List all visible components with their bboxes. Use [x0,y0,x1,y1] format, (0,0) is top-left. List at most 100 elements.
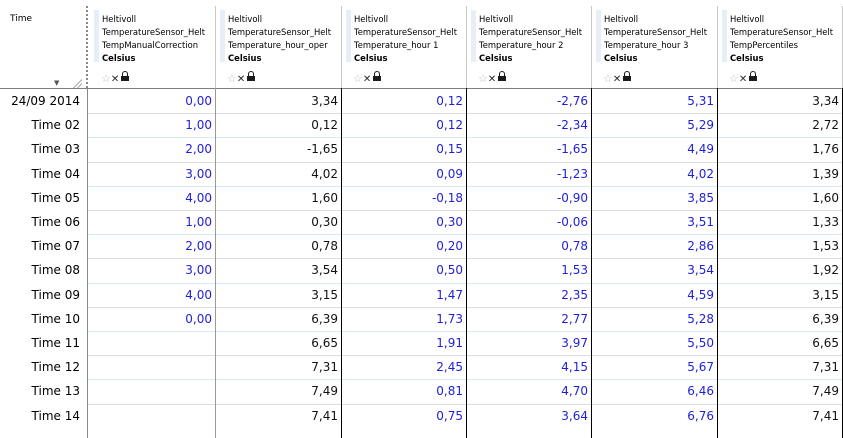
value-cell[interactable]: 1,60 [311,190,338,205]
column-header-4[interactable]: Heltivoll TemperatureSensor_Helt Temperatu… [467,6,592,88]
value-cell[interactable]: 1,92 [812,263,839,278]
value-cell[interactable]: 1,00 [185,118,212,133]
favorite-star-icon[interactable]: ☆ [478,72,488,85]
value-cell[interactable]: -1,65 [306,142,338,157]
value-cell[interactable]: 0,12 [436,118,463,133]
value-cell[interactable]: 4,00 [185,190,212,205]
value-cell[interactable]: 5,29 [687,118,714,133]
column-header-6[interactable]: Heltivoll TemperatureSensor_Helt TempPerce… [718,6,843,88]
value-cell[interactable]: 3,85 [687,190,714,205]
value-cell[interactable]: 4,02 [687,166,714,181]
value-cell[interactable]: -2,76 [556,94,588,108]
value-cell[interactable]: 6,76 [687,408,714,423]
value-cell[interactable]: 3,34 [311,94,338,108]
edit-tools-icon[interactable]: ✕ [362,74,372,85]
row-time-label[interactable]: 24/09 2014 [11,94,80,108]
value-cell[interactable]: 5,50 [687,336,714,350]
value-cell[interactable]: 2,00 [185,142,212,157]
value-cell[interactable]: 0,12 [311,118,338,133]
row-time-label[interactable]: Time 10 [31,311,80,326]
edit-tools-icon[interactable]: ✕ [110,74,120,85]
value-cell[interactable] [90,355,216,379]
value-cell[interactable]: 3,00 [185,166,212,181]
value-cell[interactable]: 5,67 [687,360,714,375]
time-column-header[interactable]: Time ▼ [0,6,88,88]
value-cell[interactable]: 2,86 [687,239,714,254]
value-cell[interactable]: 3,15 [311,287,338,302]
value-cell[interactable]: 1,39 [812,166,839,181]
favorite-star-icon[interactable]: ☆ [227,72,237,85]
value-cell[interactable]: 3,54 [311,263,338,278]
row-time-label[interactable]: Time 12 [31,360,80,375]
value-cell[interactable] [90,331,216,355]
row-time-label[interactable]: Time 05 [31,190,80,205]
value-cell[interactable]: 1,73 [436,311,463,326]
value-cell[interactable]: 4,02 [311,166,338,181]
value-cell[interactable]: 4,49 [687,142,714,157]
value-cell[interactable]: 2,45 [436,360,463,375]
row-time-label[interactable]: Time 04 [31,166,80,181]
value-cell[interactable]: 6,39 [812,311,839,326]
value-cell[interactable]: 1,33 [812,215,839,229]
lock-icon[interactable] [749,71,758,81]
favorite-star-icon[interactable]: ☆ [101,72,111,85]
resize-grip-icon[interactable] [72,78,82,88]
value-cell[interactable]: 0,78 [311,239,338,254]
value-cell[interactable]: 3,15 [812,287,839,302]
value-cell[interactable]: 6,65 [812,336,839,350]
value-cell[interactable]: 1,47 [436,287,463,302]
value-cell[interactable]: 2,77 [561,311,588,326]
favorite-star-icon[interactable]: ☆ [603,72,613,85]
edit-tools-icon[interactable]: ✕ [612,74,622,85]
value-cell[interactable]: -0,90 [556,190,588,205]
row-time-label[interactable]: Time 08 [31,263,80,278]
lock-icon[interactable] [121,71,130,81]
value-cell[interactable]: -1,65 [556,142,588,157]
edit-tools-icon[interactable]: ✕ [487,74,497,85]
value-cell[interactable]: 4,15 [561,360,588,375]
value-cell[interactable]: 2,00 [185,239,212,254]
column-header-3[interactable]: Heltivoll TemperatureSensor_Helt Temperatu… [342,6,467,88]
row-time-label[interactable]: Time 06 [31,215,80,229]
value-cell[interactable]: 2,72 [812,118,839,133]
value-cell[interactable]: 4,00 [185,287,212,302]
row-time-label[interactable]: Time 03 [31,142,80,157]
row-time-label[interactable]: Time 02 [31,118,80,133]
value-cell[interactable]: 0,00 [185,311,212,326]
value-cell[interactable]: 0,50 [436,263,463,278]
value-cell[interactable]: 5,28 [687,311,714,326]
row-time-label[interactable]: Time 13 [31,384,80,399]
lock-icon[interactable] [247,71,256,81]
value-cell[interactable]: 3,54 [687,263,714,278]
value-cell[interactable]: 0,75 [436,408,463,423]
value-cell[interactable]: 0,09 [436,166,463,181]
value-cell[interactable] [90,404,216,428]
value-cell[interactable]: -2,34 [556,118,588,133]
value-cell[interactable]: 0,30 [311,215,338,229]
sort-down-icon[interactable]: ▼ [54,79,60,87]
value-cell[interactable]: 6,46 [687,384,714,399]
column-header-2[interactable]: Heltivoll TemperatureSensor_Helt Temperatu… [216,6,342,88]
lock-icon[interactable] [498,71,507,81]
value-cell[interactable]: 7,49 [311,384,338,399]
value-cell[interactable]: 5,31 [687,94,714,108]
value-cell[interactable] [90,379,216,403]
value-cell[interactable]: 3,97 [561,336,588,350]
value-cell[interactable]: 1,60 [812,190,839,205]
value-cell[interactable]: 0,30 [436,215,463,229]
value-cell[interactable]: 3,34 [812,94,839,108]
value-cell[interactable]: 1,53 [812,239,839,254]
value-cell[interactable]: 1,76 [812,142,839,157]
value-cell[interactable]: -1,23 [556,166,588,181]
lock-icon[interactable] [373,71,382,81]
value-cell[interactable]: 3,51 [687,215,714,229]
row-time-label[interactable]: Time 09 [31,287,80,302]
lock-icon[interactable] [623,71,632,81]
value-cell[interactable]: 3,64 [561,408,588,423]
value-cell[interactable]: 3,00 [185,263,212,278]
favorite-star-icon[interactable]: ☆ [729,72,739,85]
value-cell[interactable]: 1,91 [436,336,463,350]
value-cell[interactable]: -0,06 [556,215,588,229]
value-cell[interactable]: 0,20 [436,239,463,254]
value-cell[interactable]: 7,41 [311,408,338,423]
